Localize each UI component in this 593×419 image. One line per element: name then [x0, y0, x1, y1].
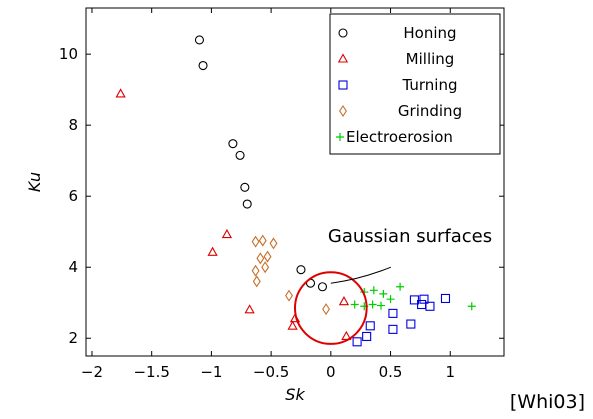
grinding-point — [251, 235, 260, 248]
y-tick-label: 6 — [68, 187, 78, 205]
legend-marker-honing — [338, 28, 348, 38]
x-tick-label: −1 — [200, 363, 222, 381]
electroerosion-point — [368, 300, 377, 309]
turning-point — [419, 294, 429, 304]
grinding-point — [322, 303, 331, 316]
grinding-point — [258, 234, 267, 247]
x-tick-label: −0.5 — [253, 363, 289, 381]
series-milling — [115, 88, 352, 341]
legend-marker-turning — [338, 80, 348, 90]
honing-point — [240, 182, 250, 192]
milling-point — [221, 228, 233, 239]
x-tick-label: 1 — [445, 363, 455, 381]
legend: Honing Milling Turning Grinding Electroe… — [329, 13, 501, 155]
grinding-point — [252, 275, 261, 288]
plot-area — [115, 35, 476, 347]
grinding-point — [256, 252, 265, 265]
x-tick-label: −1.5 — [133, 363, 169, 381]
x-tick-label: 0 — [326, 363, 336, 381]
y-axis-label: Ku — [25, 172, 44, 192]
honing-point — [194, 35, 205, 45]
x-axis: −2 −1.5 −1 −0.5 0 0.5 1 — [81, 8, 455, 381]
turning-point — [406, 319, 416, 329]
series-electroerosion — [350, 282, 476, 311]
grinding-point — [261, 261, 270, 274]
electroerosion-point — [376, 301, 385, 310]
series-turning — [352, 293, 451, 347]
legend-label-milling: Milling — [406, 50, 455, 68]
electroerosion-point — [386, 295, 395, 304]
legend-marker-grinding — [339, 105, 347, 117]
annotation-pointer — [330, 266, 392, 284]
milling-point — [244, 304, 255, 314]
turning-point — [388, 324, 398, 334]
turning-point — [409, 295, 419, 305]
electroerosion-point — [396, 282, 405, 291]
electroerosion-point — [369, 286, 378, 295]
gaussian-surfaces-annotation: Gaussian surfaces — [294, 226, 492, 345]
y-tick-label: 8 — [68, 116, 78, 134]
legend-marker-milling — [337, 53, 349, 63]
honing-point — [235, 150, 245, 160]
grinding-point — [285, 289, 293, 302]
y-axis: 2 4 6 8 10 — [59, 45, 504, 347]
legend-label-honing: Honing — [403, 24, 456, 42]
series-grinding — [251, 234, 331, 316]
axes-frame — [85, 7, 505, 357]
milling-point — [287, 320, 298, 330]
y-tick-label: 10 — [59, 45, 78, 63]
annotation-label: Gaussian surfaces — [328, 226, 492, 247]
annotation-circle — [294, 271, 368, 345]
turning-point — [362, 331, 372, 342]
legend-marker-electroerosion — [336, 133, 344, 141]
milling-point — [115, 88, 126, 98]
x-tick-label: −2 — [81, 363, 103, 381]
x-axis-label: Sk — [285, 385, 305, 404]
turning-point — [352, 337, 362, 347]
honing-point — [228, 139, 238, 149]
legend-label-turning: Turning — [402, 76, 458, 94]
turning-point — [365, 321, 375, 331]
turning-point — [440, 293, 451, 304]
milling-point — [207, 246, 218, 256]
electroerosion-point — [379, 289, 388, 298]
legend-box — [329, 13, 501, 155]
legend-label-electroerosion: Electroerosion — [346, 128, 453, 146]
honing-point — [296, 265, 306, 275]
honing-point — [198, 60, 208, 71]
grinding-point — [251, 264, 260, 277]
y-tick-label: 2 — [68, 329, 78, 347]
grinding-point — [263, 250, 272, 263]
milling-point — [338, 296, 350, 306]
y-tick-label: 4 — [68, 258, 78, 276]
grinding-point — [269, 237, 278, 250]
citation: [Whi03] — [509, 391, 585, 413]
x-tick-label: 0.5 — [379, 363, 403, 381]
electroerosion-point — [350, 300, 359, 309]
legend-label-grinding: Grinding — [398, 102, 462, 120]
honing-point — [242, 199, 252, 209]
electroerosion-point — [467, 302, 476, 311]
honing-point — [317, 282, 328, 292]
turning-point — [425, 301, 435, 311]
turning-point — [388, 308, 398, 318]
